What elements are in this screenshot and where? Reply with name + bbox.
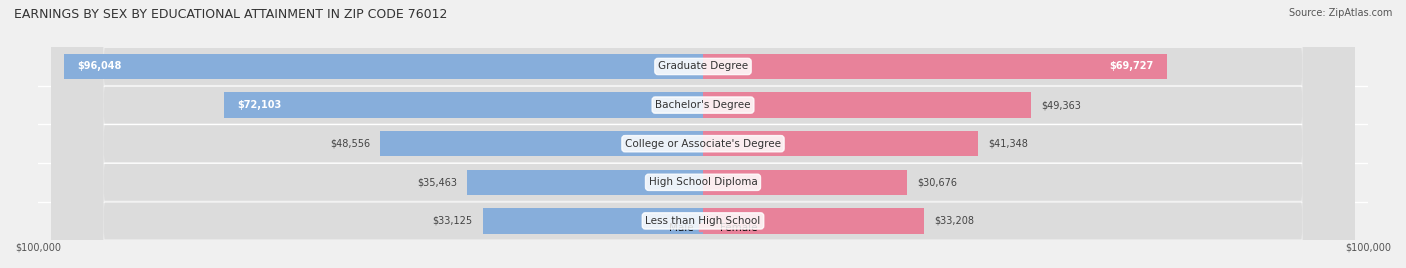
Text: $49,363: $49,363 <box>1042 100 1081 110</box>
FancyBboxPatch shape <box>51 0 1355 268</box>
Text: $30,676: $30,676 <box>917 177 957 187</box>
Text: $48,556: $48,556 <box>330 139 370 149</box>
Legend: Male, Female: Male, Female <box>644 219 762 237</box>
Text: EARNINGS BY SEX BY EDUCATIONAL ATTAINMENT IN ZIP CODE 76012: EARNINGS BY SEX BY EDUCATIONAL ATTAINMEN… <box>14 8 447 21</box>
Bar <box>703 131 979 157</box>
Bar <box>380 131 703 157</box>
Text: $96,048: $96,048 <box>77 61 122 72</box>
Bar <box>482 208 703 234</box>
FancyBboxPatch shape <box>51 0 1355 268</box>
Bar <box>224 92 703 118</box>
Text: College or Associate's Degree: College or Associate's Degree <box>626 139 780 149</box>
FancyBboxPatch shape <box>51 0 1355 268</box>
Text: Less than High School: Less than High School <box>645 216 761 226</box>
Bar <box>703 208 924 234</box>
Bar <box>467 170 703 195</box>
Text: $35,463: $35,463 <box>418 177 457 187</box>
Text: Bachelor's Degree: Bachelor's Degree <box>655 100 751 110</box>
Text: $33,125: $33,125 <box>433 216 472 226</box>
Text: $41,348: $41,348 <box>988 139 1028 149</box>
Text: High School Diploma: High School Diploma <box>648 177 758 187</box>
Text: Source: ZipAtlas.com: Source: ZipAtlas.com <box>1288 8 1392 18</box>
Text: $72,103: $72,103 <box>236 100 281 110</box>
Bar <box>703 54 1167 79</box>
Bar <box>703 92 1031 118</box>
Bar <box>65 54 703 79</box>
Text: $33,208: $33,208 <box>934 216 974 226</box>
Text: Graduate Degree: Graduate Degree <box>658 61 748 72</box>
Text: $69,727: $69,727 <box>1109 61 1153 72</box>
FancyBboxPatch shape <box>51 0 1355 268</box>
Bar <box>703 170 907 195</box>
FancyBboxPatch shape <box>51 0 1355 268</box>
